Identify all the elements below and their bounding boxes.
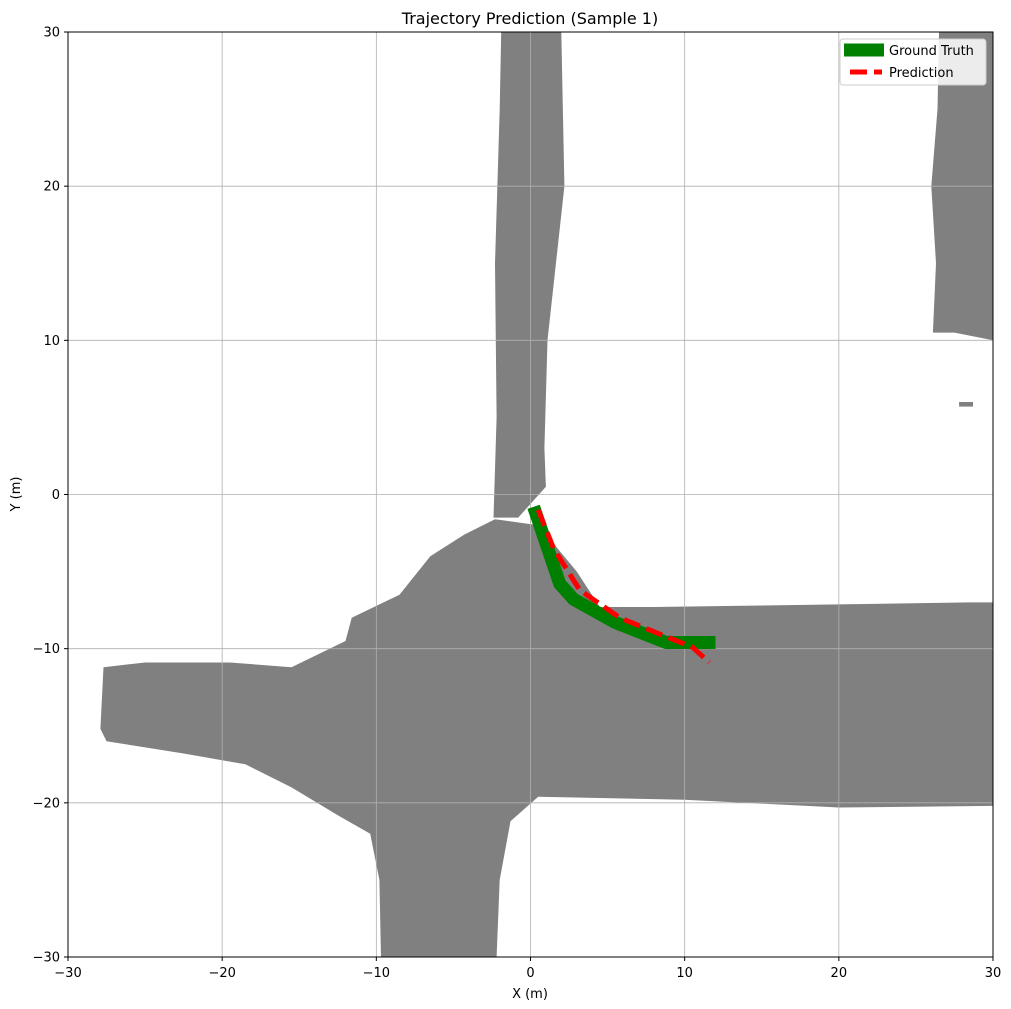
x-tick-label-4: 10: [676, 966, 693, 981]
y-tick-label-3: 0: [52, 488, 60, 503]
axis-ticks: −30 −20 −10 0 10 20 30 −30 −20 −10 0 10 20 30: [33, 26, 1002, 982]
map-region-junction-and-west-road: [100, 519, 993, 957]
x-tick-label-0: −30: [54, 966, 81, 981]
series-prediction-line: [535, 508, 711, 665]
x-tick-label-2: −10: [363, 966, 390, 981]
y-tick-label-2: −10: [33, 642, 60, 657]
x-tick-label-3: 0: [526, 966, 534, 981]
trajectories: [527, 504, 716, 665]
y-tick-label-0: −30: [33, 951, 60, 966]
map-region-small-patch: [959, 402, 973, 407]
y-tick-label-4: 10: [43, 334, 60, 349]
legend: Ground Truth Prediction: [839, 38, 987, 86]
x-tick-label-5: 20: [831, 966, 848, 981]
x-tick-label-1: −20: [208, 966, 235, 981]
y-axis-label: Y (m): [9, 477, 24, 513]
x-tick-label-6: 30: [985, 966, 1002, 981]
chart-title: Trajectory Prediction (Sample 1): [401, 9, 658, 28]
y-tick-label-1: −20: [33, 796, 60, 811]
legend-label-ground-truth: Ground Truth: [889, 44, 974, 59]
x-axis-label: X (m): [512, 987, 548, 1002]
map-region-north-road: [493, 32, 565, 518]
legend-label-prediction: Prediction: [889, 66, 954, 81]
y-tick-label-6: 30: [43, 26, 60, 41]
grid: [67, 31, 994, 958]
y-tick-label-5: 20: [43, 180, 60, 195]
